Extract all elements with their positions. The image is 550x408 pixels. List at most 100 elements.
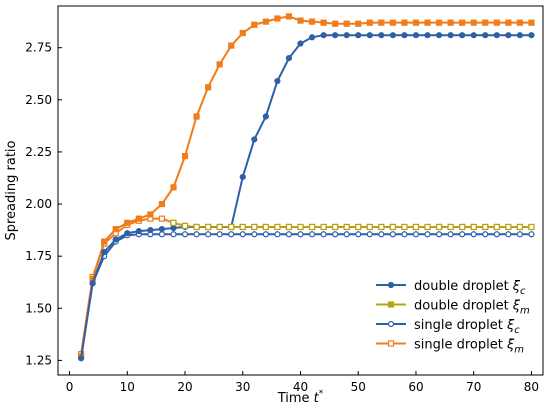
legend-label-symbol: ξ: [512, 279, 521, 294]
data-point-single-droplet-xi-c: [332, 231, 339, 238]
plot-area: [77, 13, 535, 362]
data-point-double-droplet-xi-m: [355, 20, 362, 27]
data-point-double-droplet-xi-m: [251, 21, 258, 28]
data-point-double-droplet-xi-m: [147, 211, 154, 218]
data-point-overlay: [297, 223, 304, 231]
x-tick-label: 50: [351, 380, 366, 394]
data-point-single-droplet-xi-c: [285, 231, 293, 238]
data-point-single-droplet-xi-c: [228, 231, 235, 238]
data-point-double-droplet-xi-m: [389, 19, 396, 26]
data-point-double-droplet-xi-c: [251, 136, 258, 143]
series-line-overlay: [173, 221, 532, 228]
data-point-single-droplet-xi-c: [251, 231, 258, 238]
data-point-single-droplet-xi-c: [459, 231, 466, 238]
data-point-double-droplet-xi-c: [366, 32, 373, 39]
x-tick-label: 30: [235, 380, 250, 394]
legend-label-main: single droplet: [414, 338, 507, 353]
legend-marker: [387, 320, 395, 328]
data-point-double-droplet-xi-m: [343, 20, 350, 27]
x-axis-label-sup: *: [319, 389, 324, 399]
data-point-double-droplet-xi-m: [124, 219, 131, 226]
data-point-double-droplet-xi-m: [170, 184, 177, 191]
data-point-overlay: [493, 223, 500, 231]
x-tick-label: 80: [524, 380, 539, 394]
data-point-double-droplet-xi-m: [366, 19, 373, 26]
data-point-double-droplet-xi-m: [205, 84, 212, 91]
data-point-overlay: [470, 223, 477, 231]
y-axis-label: Spreading ratio: [4, 140, 19, 240]
data-point-double-droplet-xi-m: [262, 18, 269, 25]
axes: 0 10 20 30 40 50 60 70 80 1.25 1.50 1.75 2.00 2.25 2.5…: [4, 5, 544, 406]
y-tick-label: 2.00: [25, 197, 52, 211]
legend-item-single-droplet-xi-c: single droplet ξc: [376, 318, 520, 336]
data-point-single-droplet-xi-c: [297, 231, 304, 238]
data-point-double-droplet-xi-c: [482, 32, 489, 39]
data-point-overlay: [482, 223, 489, 231]
legend-item-single-droplet-xi-m: single droplet ξm: [376, 338, 524, 356]
data-point-overlay: [320, 223, 327, 231]
data-point-double-droplet-xi-c: [516, 32, 524, 39]
data-point-overlay: [285, 223, 293, 231]
data-point-single-droplet-xi-c: [320, 231, 327, 238]
legend-label-main: double droplet: [414, 299, 513, 314]
data-point-overlay: [274, 223, 281, 231]
data-point-single-droplet-xi-c: [389, 231, 396, 238]
data-point-single-droplet-xi-c: [378, 231, 385, 238]
data-point-single-droplet-xi-m: [158, 215, 166, 222]
data-point-double-droplet-xi-c: [89, 280, 96, 287]
data-point-double-droplet-xi-m: [228, 42, 235, 49]
data-point-double-droplet-xi-c: [77, 355, 85, 362]
series-double-droplet-xi-m-overlay: [170, 219, 535, 231]
data-point-overlay: [355, 223, 362, 231]
data-point-single-droplet-xi-c: [239, 231, 246, 238]
data-point-overlay: [332, 223, 339, 231]
data-point-single-droplet-xi-c: [308, 231, 316, 238]
data-point-double-droplet-xi-c: [101, 248, 108, 256]
legend-label-symbol: ξ: [512, 299, 521, 314]
data-point-single-droplet-xi-c: [493, 231, 500, 238]
data-point-overlay: [424, 223, 431, 231]
data-point-overlay: [516, 223, 524, 231]
data-point-double-droplet-xi-c: [332, 32, 339, 39]
data-point-single-droplet-xi-c: [412, 231, 420, 238]
data-point-double-droplet-xi-c: [124, 230, 131, 237]
data-point-overlay: [251, 223, 258, 231]
data-point-double-droplet-xi-m: [193, 113, 200, 120]
data-point-double-droplet-xi-m: [308, 18, 316, 25]
data-point-double-droplet-xi-m: [528, 19, 535, 26]
data-point-double-droplet-xi-c: [355, 32, 362, 39]
data-point-double-droplet-xi-m: [505, 19, 512, 26]
data-point-double-droplet-xi-m: [158, 200, 166, 208]
series-line-single-droplet-xi-c: [80, 233, 532, 357]
data-point-single-droplet-xi-c: [424, 231, 431, 238]
data-point-overlay: [181, 222, 189, 230]
data-point-double-droplet-xi-c: [158, 225, 166, 233]
data-point-single-droplet-xi-c: [343, 231, 350, 238]
legend-label: double droplet ξc: [414, 279, 526, 297]
data-point-double-droplet-xi-m: [332, 20, 339, 27]
data-point-double-droplet-xi-m: [135, 215, 142, 222]
legend-label: single droplet ξc: [414, 318, 520, 336]
series-double-droplet-xi-m: [77, 13, 535, 360]
x-tick-label: 20: [177, 380, 192, 394]
data-point-single-droplet-xi-c: [366, 231, 373, 238]
data-point-single-droplet-xi-c: [470, 231, 477, 238]
data-point-double-droplet-xi-c: [308, 34, 316, 41]
legend-label-main: double droplet: [414, 279, 513, 294]
series-double-droplet-xi-c: [77, 32, 535, 362]
legend-label-subscript: c: [514, 325, 520, 336]
legend-marker: [387, 281, 395, 289]
data-point-overlay: [205, 223, 212, 231]
data-point-double-droplet-xi-m: [424, 19, 431, 26]
data-point-double-droplet-xi-m: [493, 19, 500, 26]
data-point-overlay: [308, 223, 316, 231]
data-point-double-droplet-xi-c: [528, 32, 535, 39]
data-point-overlay: [262, 223, 269, 231]
data-point-double-droplet-xi-m: [320, 19, 327, 26]
data-point-double-droplet-xi-m: [401, 19, 408, 26]
data-point-double-droplet-xi-m: [274, 15, 281, 22]
data-point-double-droplet-xi-c: [285, 55, 293, 62]
data-point-double-droplet-xi-c: [389, 32, 396, 39]
legend-label-symbol: ξ: [506, 338, 515, 353]
